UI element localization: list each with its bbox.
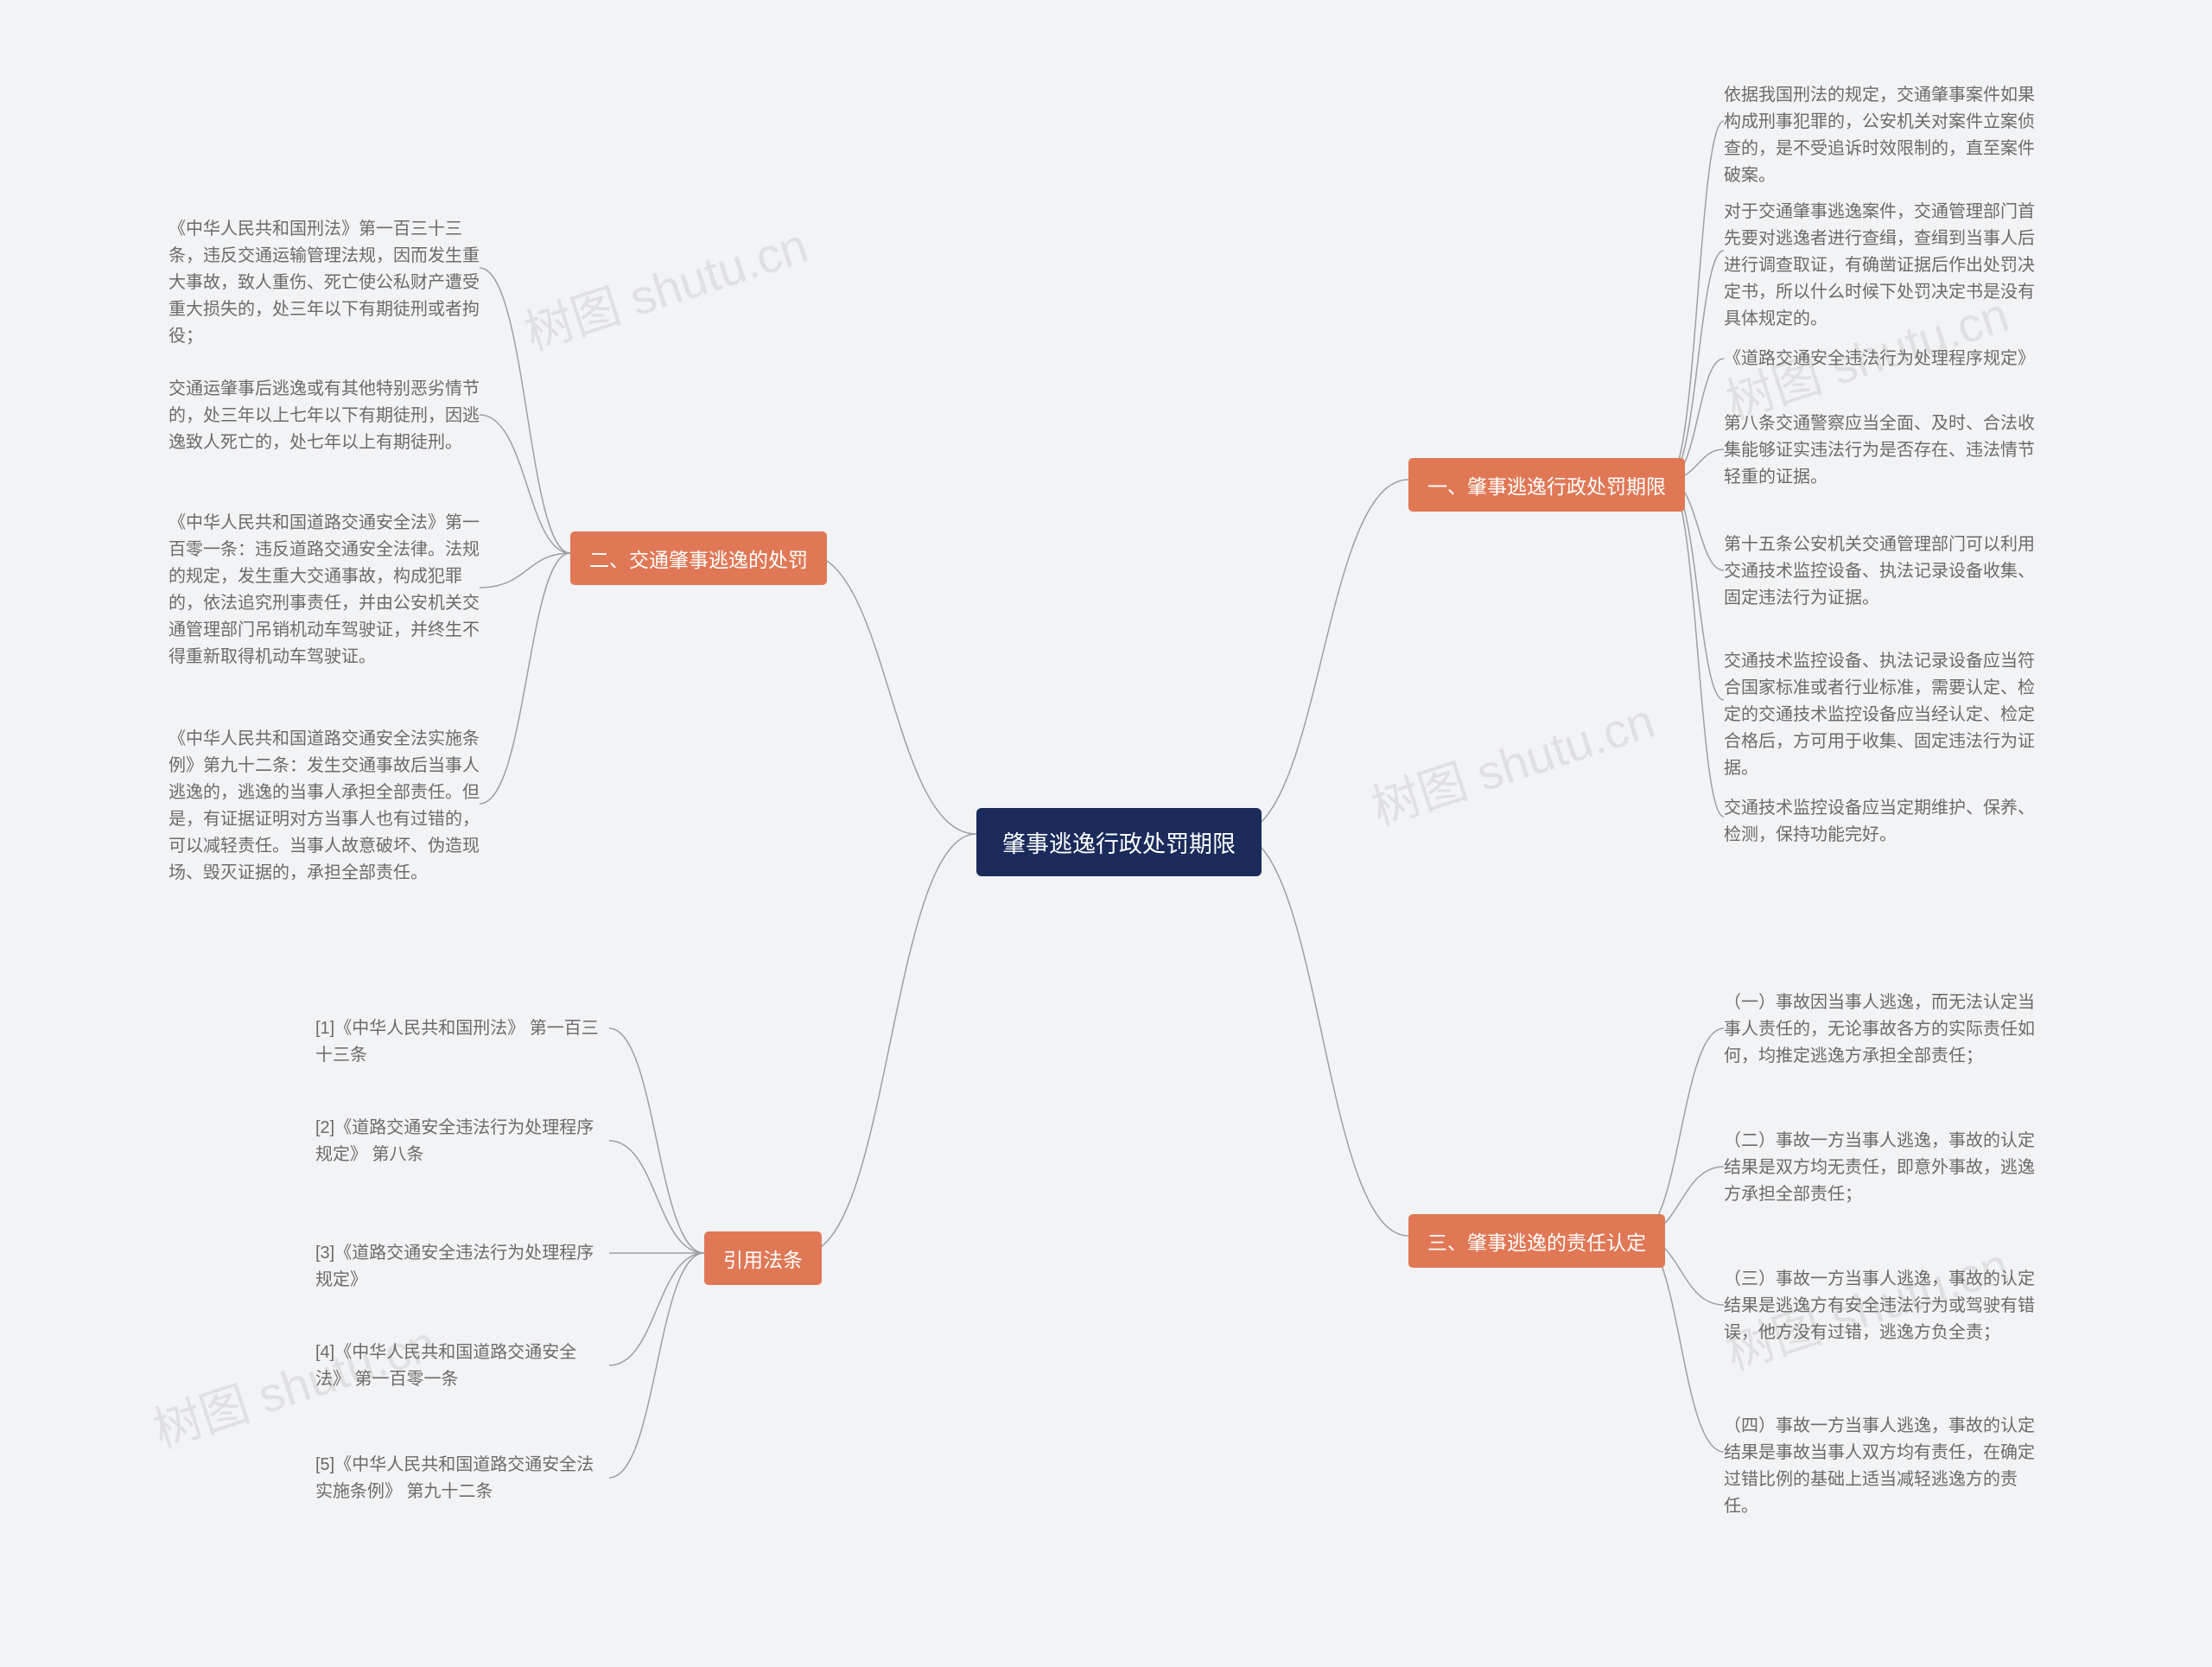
leaf-text: 《中华人民共和国道路交通安全法实施条例》第九十二条：发生交通事故后当事人逃逸的，…	[168, 729, 480, 882]
leaf-text: （三）事故一方当事人逃逸，事故的认定结果是逃逸方有安全违法行为或驾驶有错误，他方…	[1724, 1269, 2035, 1342]
leaf-node: （二）事故一方当事人逃逸，事故的认定结果是双方均无责任，即意外事故，逃逸方承担全…	[1724, 1128, 2035, 1208]
leaf-node: 《中华人民共和国刑法》第一百三十三条，违反交通运输管理法规，因而发生重大事故，致…	[168, 216, 480, 350]
leaf-text: （四）事故一方当事人逃逸，事故的认定结果是事故当事人双方均有责任，在确定过错比例…	[1724, 1416, 2035, 1516]
leaf-text: 《道路交通安全违法行为处理程序规定》	[1724, 349, 2035, 368]
leaf-text: [5]《中华人民共和国道路交通安全法实施条例》 第九十二条	[315, 1455, 594, 1501]
leaf-text: 交通运肇事后逃逸或有其他特别恶劣情节的，处三年以上七年以下有期徒刑，因逃逸致人死…	[168, 379, 480, 452]
branch-1[interactable]: 一、肇事逃逸行政处罚期限	[1408, 458, 1685, 512]
leaf-node: 《道路交通安全违法行为处理程序规定》	[1724, 346, 2035, 372]
leaf-node: [4]《中华人民共和国道路交通安全法》 第一百零一条	[315, 1339, 609, 1393]
leaf-text: 依据我国刑法的规定，交通肇事案件如果构成刑事犯罪的，公安机关对案件立案侦查的，是…	[1724, 86, 2035, 185]
leaf-node: 第十五条公安机关交通管理部门可以利用交通技术监控设备、执法记录设备收集、固定违法…	[1724, 531, 2035, 612]
leaf-node: 依据我国刑法的规定，交通肇事案件如果构成刑事犯罪的，公安机关对案件立案侦查的，是…	[1724, 82, 2035, 189]
branch-3[interactable]: 三、肇事逃逸的责任认定	[1408, 1214, 1665, 1268]
leaf-node: 交通运肇事后逃逸或有其他特别恶劣情节的，处三年以上七年以下有期徒刑，因逃逸致人死…	[168, 376, 480, 456]
branch-2[interactable]: 二、交通肇事逃逸的处罚	[570, 531, 827, 585]
watermark: 树图 shutu.cn	[515, 207, 816, 365]
root-label: 肇事逃逸行政处罚期限	[1002, 831, 1236, 857]
leaf-text: 交通技术监控设备、执法记录设备应当符合国家标准或者行业标准，需要认定、检定的交通…	[1724, 652, 2035, 778]
leaf-text: 第十五条公安机关交通管理部门可以利用交通技术监控设备、执法记录设备收集、固定违法…	[1724, 535, 2035, 608]
leaf-node: 交通技术监控设备应当定期维护、保养、检测，保持功能完好。	[1724, 795, 2035, 849]
leaf-node: [5]《中华人民共和国道路交通安全法实施条例》 第九十二条	[315, 1452, 609, 1505]
leaf-text: [4]《中华人民共和国道路交通安全法》 第一百零一条	[315, 1343, 576, 1389]
leaf-node: [2]《道路交通安全违法行为处理程序规定》 第八条	[315, 1115, 609, 1168]
branch-label: 二、交通肇事逃逸的处罚	[589, 549, 808, 571]
branch-label: 三、肇事逃逸的责任认定	[1427, 1231, 1646, 1254]
watermark: 树图 shutu.cn	[1362, 683, 1662, 840]
leaf-node: （三）事故一方当事人逃逸，事故的认定结果是逃逸方有安全违法行为或驾驶有错误，他方…	[1724, 1266, 2035, 1346]
leaf-text: [1]《中华人民共和国刑法》 第一百三十三条	[315, 1019, 599, 1065]
leaf-text: 第八条交通警察应当全面、及时、合法收集能够证实违法行为是否存在、违法情节轻重的证…	[1724, 414, 2035, 487]
leaf-node: 交通技术监控设备、执法记录设备应当符合国家标准或者行业标准，需要认定、检定的交通…	[1724, 648, 2035, 782]
leaf-node: （四）事故一方当事人逃逸，事故的认定结果是事故当事人双方均有责任，在确定过错比例…	[1724, 1413, 2035, 1520]
leaf-text: （二）事故一方当事人逃逸，事故的认定结果是双方均无责任，即意外事故，逃逸方承担全…	[1724, 1131, 2035, 1204]
leaf-text: （一）事故因当事人逃逸，而无法认定当事人责任的，无论事故各方的实际责任如何，均推…	[1724, 993, 2035, 1066]
leaf-node: 对于交通肇事逃逸案件，交通管理部门首先要对逃逸者进行查缉，查缉到当事人后进行调查…	[1724, 199, 2035, 333]
leaf-node: [1]《中华人民共和国刑法》 第一百三十三条	[315, 1015, 609, 1069]
leaf-text: 《中华人民共和国刑法》第一百三十三条，违反交通运输管理法规，因而发生重大事故，致…	[168, 220, 480, 346]
leaf-node: 《中华人民共和国道路交通安全法实施条例》第九十二条：发生交通事故后当事人逃逸的，…	[168, 726, 480, 887]
leaf-text: [3]《道路交通安全违法行为处理程序规定》	[315, 1244, 594, 1289]
branch-label: 引用法条	[723, 1249, 803, 1271]
leaf-text: 交通技术监控设备应当定期维护、保养、检测，保持功能完好。	[1724, 799, 2035, 844]
leaf-text: 对于交通肇事逃逸案件，交通管理部门首先要对逃逸者进行查缉，查缉到当事人后进行调查…	[1724, 202, 2035, 328]
leaf-node: 《中华人民共和国道路交通安全法》第一百零一条：违反道路交通安全法律。法规的规定，…	[168, 510, 480, 671]
root-node[interactable]: 肇事逃逸行政处罚期限	[976, 808, 1262, 876]
leaf-node: [3]《道路交通安全违法行为处理程序规定》	[315, 1240, 609, 1294]
branch-4[interactable]: 引用法条	[704, 1231, 822, 1285]
leaf-node: 第八条交通警察应当全面、及时、合法收集能够证实违法行为是否存在、违法情节轻重的证…	[1724, 410, 2035, 491]
mindmap-canvas: 树图 shutu.cn 树图 shutu.cn 树图 shutu.cn 树图 s…	[0, 0, 2212, 1667]
leaf-node: （一）事故因当事人逃逸，而无法认定当事人责任的，无论事故各方的实际责任如何，均推…	[1724, 989, 2035, 1070]
leaf-text: 《中华人民共和国道路交通安全法》第一百零一条：违反道路交通安全法律。法规的规定，…	[168, 513, 480, 666]
branch-label: 一、肇事逃逸行政处罚期限	[1427, 475, 1666, 498]
leaf-text: [2]《道路交通安全违法行为处理程序规定》 第八条	[315, 1118, 594, 1164]
